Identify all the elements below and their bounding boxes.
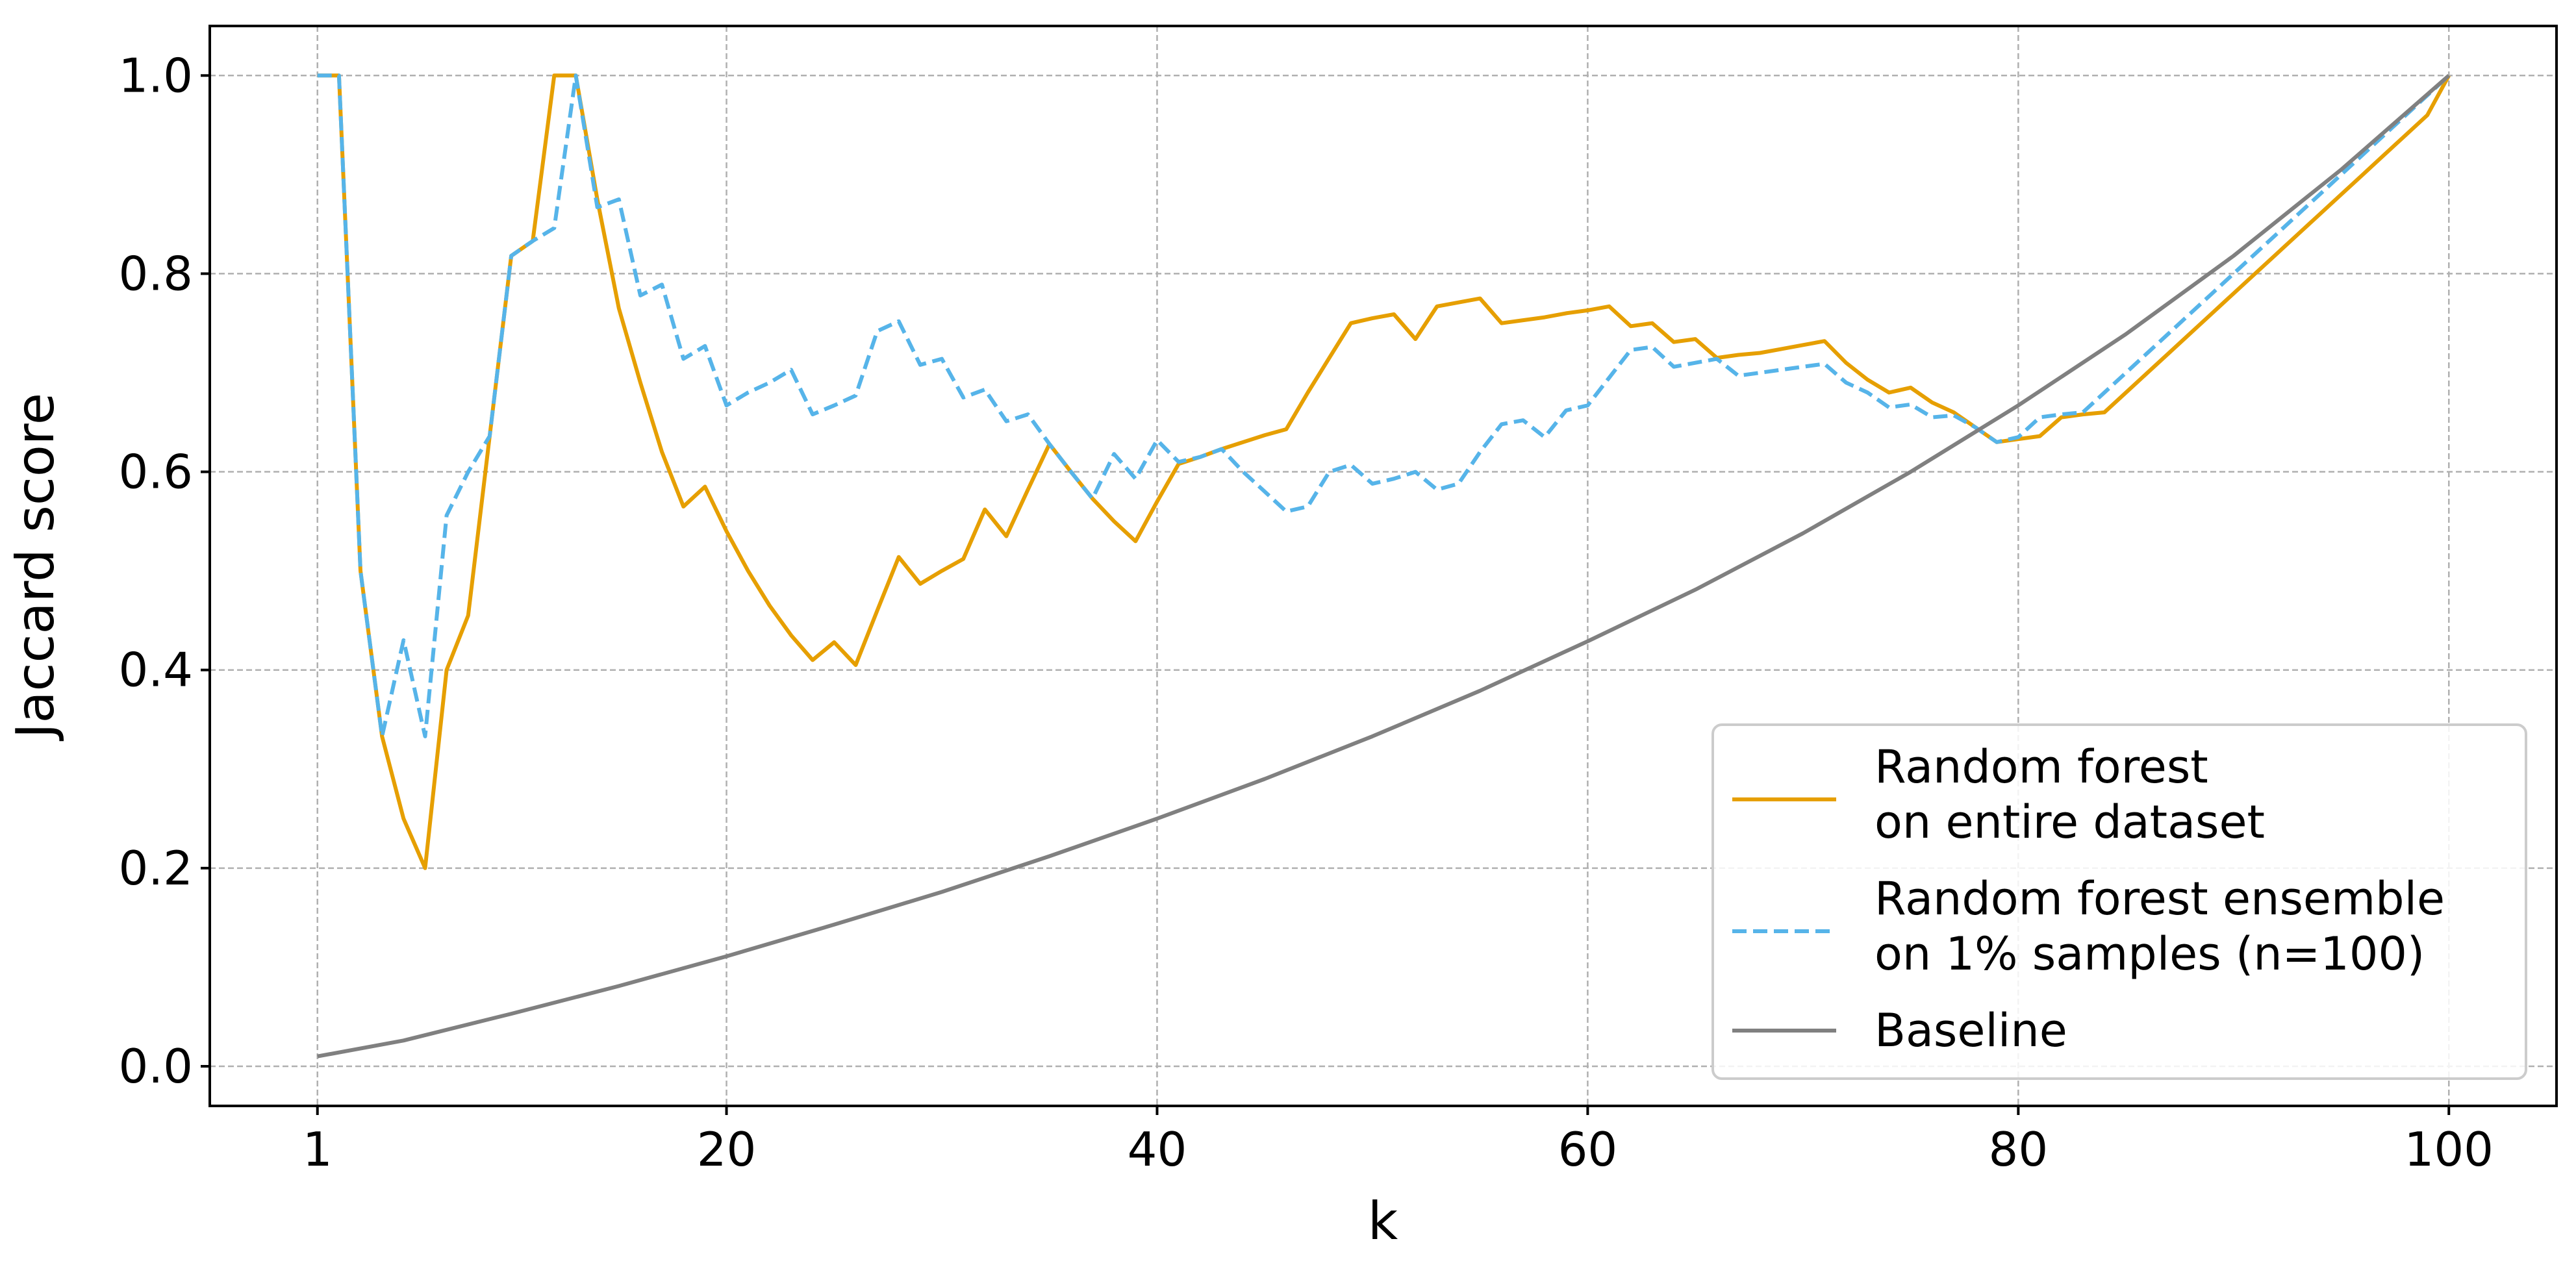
series-lines bbox=[317, 73, 2451, 1059]
y-axis-label: Jaccard score bbox=[5, 393, 66, 742]
y-tick-label: 1.0 bbox=[118, 48, 193, 103]
y-tick-label: 0.0 bbox=[118, 1039, 193, 1094]
legend-label-1: Random forest on entire dataset bbox=[1875, 740, 2265, 849]
series-line-2 bbox=[317, 73, 2451, 738]
x-tick-label: 100 bbox=[2405, 1122, 2494, 1177]
y-tick-label: 0.6 bbox=[118, 445, 193, 499]
y-axis-ticks: 0.0 0.2 0.4 0.6 0.8 1.0 bbox=[118, 48, 210, 1094]
plot-frame bbox=[208, 25, 2558, 1107]
series-line-3 bbox=[317, 74, 2451, 1059]
legend-box bbox=[1711, 723, 2527, 1080]
y-tick-label: 0.8 bbox=[118, 246, 193, 301]
x-tick-label: 20 bbox=[697, 1122, 757, 1177]
series-line-1 bbox=[317, 73, 2451, 870]
x-axis-label: k bbox=[1368, 1191, 1398, 1251]
x-tick-label: 1 bbox=[303, 1122, 333, 1177]
x-tick-label: 40 bbox=[1128, 1122, 1187, 1177]
y-tick-label: 0.4 bbox=[118, 643, 193, 697]
legend-label-2: Random forest ensemble on 1% samples (n=1… bbox=[1875, 872, 2445, 981]
grid bbox=[210, 26, 2557, 1106]
x-tick-label: 60 bbox=[1558, 1122, 1618, 1177]
x-axis-ticks: 1 20 40 60 80 100 bbox=[303, 1106, 2494, 1177]
y-tick-label: 0.2 bbox=[118, 841, 193, 896]
x-tick-label: 80 bbox=[1989, 1122, 2049, 1177]
legend: Random forest on entire dataset Random for… bbox=[1711, 723, 2527, 1080]
legend-label-3: Baseline bbox=[1875, 1004, 2067, 1057]
